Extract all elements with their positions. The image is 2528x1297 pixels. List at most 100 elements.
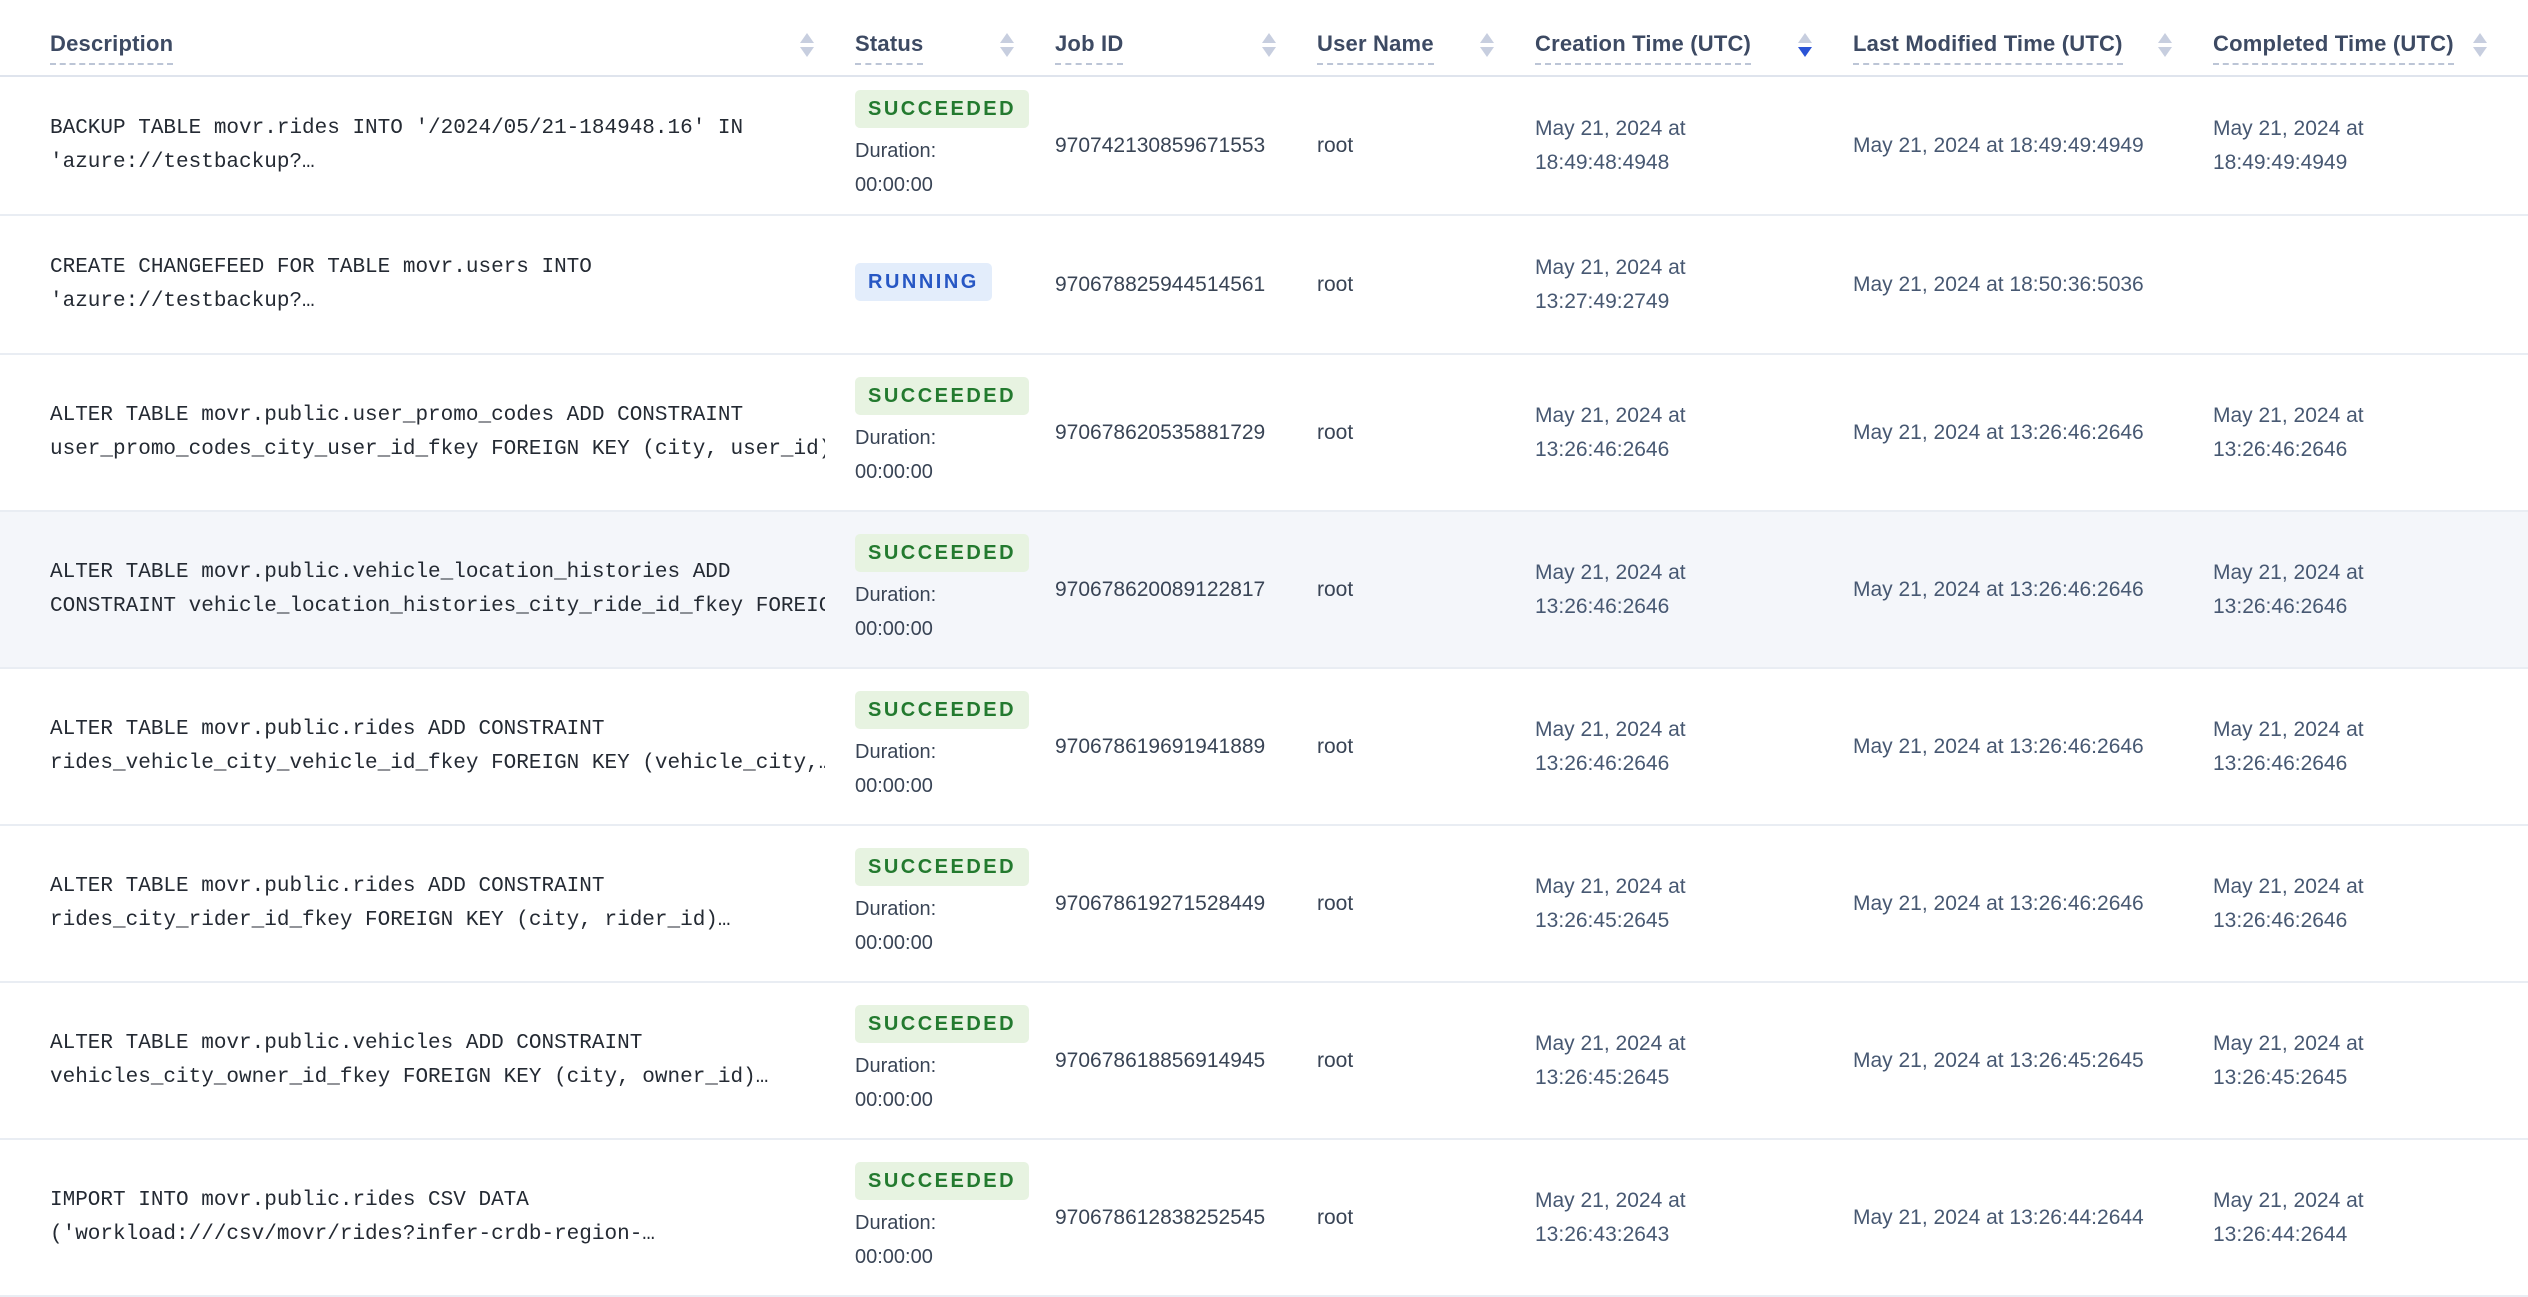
status-cell: SUCCEEDED Duration: 00:00:00 [855,1161,1055,1274]
description-cell[interactable]: ALTER TABLE movr.public.vehicles ADD CON… [0,1027,855,1095]
description-cell[interactable]: ALTER TABLE movr.public.user_promo_codes… [0,399,855,467]
sort-arrows-icon[interactable] [799,32,815,58]
duration-label: Duration: [855,583,937,606]
creation-time-cell: May 21, 2024 at 13:26:45:2645 [1535,1027,1853,1095]
completed-time-value: May 21, 2024 at 13:26:46:2646 [2213,403,2364,461]
last-modified-time-cell: May 21, 2024 at 18:50:36:5036 [1853,268,2213,302]
job-id-cell: 970678612838252545 [1055,1201,1317,1235]
status-cell: RUNNING [855,262,1055,307]
user-name-value: root [1317,133,1354,157]
last-modified-time-value: May 21, 2024 at 13:26:46:2646 [1853,891,2144,915]
column-header-label: Job ID [1055,31,1124,65]
completed-time-cell: May 21, 2024 at 13:26:46:2646 [2213,556,2528,624]
status-cell: SUCCEEDED Duration: 00:00:00 [855,1004,1055,1117]
completed-time-value: May 21, 2024 at 13:26:45:2645 [2213,1031,2364,1089]
table-row[interactable]: BACKUP TABLE movr.rides INTO '/2024/05/2… [0,77,2528,216]
status-badge: SUCCEEDED [855,690,1030,729]
table-row[interactable]: ALTER TABLE movr.public.vehicle_location… [0,512,2528,669]
table-row[interactable]: CREATE CHANGEFEED FOR TABLE movr.users I… [0,216,2528,355]
duration-value: 00:00:00 [855,774,933,797]
last-modified-time-cell: May 21, 2024 at 13:26:46:2646 [1853,730,2213,764]
user-name-cell: root [1317,416,1535,450]
column-header-label: User Name [1317,31,1434,65]
creation-time-cell: May 21, 2024 at 13:26:46:2646 [1535,399,1853,467]
user-name-cell: root [1317,129,1535,163]
completed-time-cell: May 21, 2024 at 13:26:46:2646 [2213,399,2528,467]
duration-value: 00:00:00 [855,931,933,954]
description-cell[interactable]: ALTER TABLE movr.public.rides ADD CONSTR… [0,870,855,938]
sort-arrows-icon[interactable] [1261,32,1277,58]
column-header[interactable]: Last Modified Time (UTC) [1853,31,2213,75]
description-line-2: rides_vehicle_city_vehicle_id_fkey FOREI… [50,751,825,775]
user-name-value: root [1317,420,1354,444]
completed-time-value: May 21, 2024 at 13:26:46:2646 [2213,560,2364,618]
table-row[interactable]: IMPORT INTO movr.public.rides CSV DATA (… [0,1140,2528,1297]
completed-time-cell: May 21, 2024 at 18:49:49:4949 [2213,112,2528,180]
description-line-1: BACKUP TABLE movr.rides INTO '/2024/05/2… [50,116,744,140]
description-line-2: rides_city_rider_id_fkey FOREIGN KEY (ci… [50,908,731,932]
column-header[interactable]: Status [855,31,1055,75]
column-header-label: Completed Time (UTC) [2213,31,2454,65]
last-modified-time-value: May 21, 2024 at 13:26:45:2645 [1853,1048,2144,1072]
status-cell: SUCCEEDED Duration: 00:00:00 [855,89,1055,202]
table-row[interactable]: ALTER TABLE movr.public.vehicles ADD CON… [0,983,2528,1140]
job-id-value: 970678620089122817 [1055,577,1266,601]
sort-arrows-icon[interactable] [2472,32,2488,58]
table-body: BACKUP TABLE movr.rides INTO '/2024/05/2… [0,77,2528,1297]
user-name-value: root [1317,734,1354,758]
status-badge: SUCCEEDED [855,847,1030,886]
sort-arrows-icon[interactable] [1797,32,1813,58]
job-id-cell: 970678619271528449 [1055,887,1317,921]
last-modified-time-value: May 21, 2024 at 18:49:49:4949 [1853,133,2144,157]
description-cell[interactable]: IMPORT INTO movr.public.rides CSV DATA (… [0,1184,855,1252]
table-row[interactable]: ALTER TABLE movr.public.rides ADD CONSTR… [0,669,2528,826]
description-line-1: ALTER TABLE movr.public.rides ADD CONSTR… [50,874,605,898]
sort-arrows-icon[interactable] [2157,32,2173,58]
last-modified-time-value: May 21, 2024 at 13:26:46:2646 [1853,577,2144,601]
column-header[interactable]: Completed Time (UTC) [2213,31,2528,75]
description-line-2: user_promo_codes_city_user_id_fkey FOREI… [50,437,825,461]
user-name-value: root [1317,1205,1354,1229]
duration-label: Duration: [855,1054,937,1077]
creation-time-cell: May 21, 2024 at 13:26:45:2645 [1535,870,1853,938]
description-cell[interactable]: ALTER TABLE movr.public.vehicle_location… [0,556,855,624]
creation-time-cell: May 21, 2024 at 13:26:46:2646 [1535,556,1853,624]
column-header-label: Creation Time (UTC) [1535,31,1752,65]
job-id-cell: 970742130859671553 [1055,129,1317,163]
job-id-value: 970678825944514561 [1055,272,1266,296]
column-header-label: Last Modified Time (UTC) [1853,31,2123,65]
description-line-1: ALTER TABLE movr.public.vehicles ADD CON… [50,1031,643,1055]
column-header[interactable]: Job ID [1055,31,1317,75]
description-cell[interactable]: ALTER TABLE movr.public.rides ADD CONSTR… [0,713,855,781]
column-header[interactable]: Creation Time (UTC) [1535,31,1853,75]
user-name-cell: root [1317,730,1535,764]
job-id-value: 970678620535881729 [1055,420,1266,444]
description-cell[interactable]: BACKUP TABLE movr.rides INTO '/2024/05/2… [0,112,855,180]
creation-time-value: May 21, 2024 at 13:26:43:2643 [1535,1188,1686,1246]
duration-label: Duration: [855,426,937,449]
table-row[interactable]: ALTER TABLE movr.public.rides ADD CONSTR… [0,826,2528,983]
job-id-cell: 970678620089122817 [1055,573,1317,607]
job-id-value: 970678619691941889 [1055,734,1266,758]
duration-value: 00:00:00 [855,617,933,640]
user-name-cell: root [1317,268,1535,302]
description-cell[interactable]: CREATE CHANGEFEED FOR TABLE movr.users I… [0,251,855,319]
duration-value: 00:00:00 [855,460,933,483]
column-header[interactable]: User Name [1317,31,1535,75]
column-header[interactable]: Description [0,31,855,75]
duration-label: Duration: [855,139,937,162]
last-modified-time-value: May 21, 2024 at 18:50:36:5036 [1853,272,2144,296]
creation-time-cell: May 21, 2024 at 13:26:43:2643 [1535,1184,1853,1252]
job-id-cell: 970678825944514561 [1055,268,1317,302]
description-line-2: CONSTRAINT vehicle_location_histories_ci… [50,594,825,618]
user-name-value: root [1317,1048,1354,1072]
sort-arrows-icon[interactable] [999,32,1015,58]
duration-label: Duration: [855,740,937,763]
user-name-value: root [1317,577,1354,601]
last-modified-time-value: May 21, 2024 at 13:26:46:2646 [1853,420,2144,444]
user-name-value: root [1317,891,1354,915]
table-row[interactable]: ALTER TABLE movr.public.user_promo_codes… [0,355,2528,512]
sort-arrows-icon[interactable] [1479,32,1495,58]
creation-time-value: May 21, 2024 at 18:49:48:4948 [1535,116,1686,174]
job-id-value: 970678619271528449 [1055,891,1266,915]
